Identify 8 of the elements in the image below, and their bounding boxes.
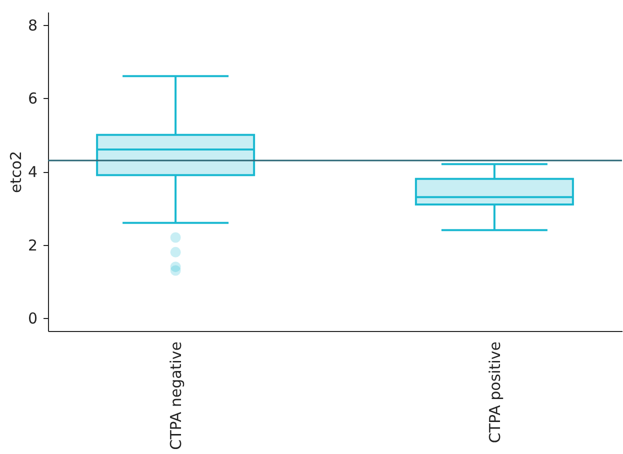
y-tick-label: 6 [28,90,38,108]
x-tick-label: CTPA negative [167,342,186,450]
x-tick-label: CTPA positive [486,342,504,444]
y-tick-label: 0 [28,310,38,328]
y-axis-title: etco2 [6,150,25,194]
y-tick-label: 4 [28,163,38,181]
y-tick-label: 8 [28,16,38,34]
y-tick-label: 2 [28,236,38,254]
